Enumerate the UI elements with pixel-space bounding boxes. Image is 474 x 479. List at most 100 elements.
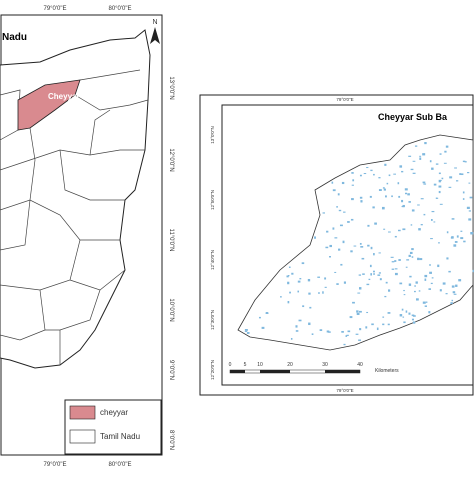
water-body: [402, 228, 406, 231]
water-body: [297, 280, 301, 283]
left-label: 12°50'0"N: [210, 190, 215, 210]
water-body: [351, 172, 354, 174]
water-body: [402, 204, 405, 208]
water-body: [463, 240, 466, 243]
water-body: [387, 312, 391, 314]
water-body: [411, 256, 414, 258]
water-body: [346, 334, 349, 336]
water-body: [423, 183, 427, 185]
water-body: [455, 284, 458, 287]
water-body: [387, 323, 390, 326]
water-body: [437, 264, 440, 268]
water-body: [408, 312, 411, 315]
water-body: [371, 323, 374, 326]
water-body: [399, 282, 403, 285]
region-label: Cheyyar: [48, 92, 80, 101]
water-body: [453, 293, 457, 295]
water-body: [319, 329, 323, 332]
water-body: [343, 211, 346, 213]
water-body: [412, 321, 416, 324]
water-body: [360, 200, 363, 203]
water-body: [412, 315, 416, 317]
water-body: [386, 182, 389, 185]
water-body: [422, 153, 426, 156]
water-body: [347, 330, 351, 333]
water-body: [363, 173, 367, 175]
water-body: [379, 278, 382, 281]
water-body: [420, 198, 424, 200]
water-body: [287, 274, 290, 277]
water-body: [408, 283, 412, 286]
water-body: [414, 145, 418, 147]
water-body: [336, 283, 339, 285]
water-body: [451, 299, 454, 302]
water-body: [439, 203, 443, 205]
scale-label: 20: [287, 362, 293, 368]
scale-label: 40: [357, 362, 363, 368]
water-body: [382, 323, 385, 326]
water-body: [378, 189, 382, 192]
scale-label: 10: [257, 362, 263, 368]
water-body: [446, 231, 449, 234]
water-body: [338, 209, 342, 212]
water-body: [341, 330, 344, 333]
water-body: [394, 272, 398, 276]
water-body: [429, 264, 431, 266]
water-body: [469, 196, 473, 199]
water-body: [419, 157, 422, 160]
water-body: [372, 206, 375, 209]
water-body: [326, 230, 329, 233]
water-body: [360, 246, 364, 248]
water-body: [381, 206, 385, 210]
water-body: [431, 210, 435, 213]
water-body: [317, 276, 321, 278]
left-label: 12°40'0"N: [210, 250, 215, 270]
water-body: [394, 235, 397, 238]
water-body: [460, 173, 464, 176]
water-body: [430, 219, 433, 221]
left-title: Nadu: [2, 32, 27, 43]
water-body: [325, 246, 329, 249]
water-body: [467, 172, 470, 174]
water-body: [431, 277, 434, 279]
right-label: 8°0'0"N: [168, 430, 174, 450]
water-body: [417, 204, 420, 206]
water-body: [365, 326, 368, 329]
water-body: [459, 173, 462, 175]
scale-unit: Kilometers: [375, 368, 399, 374]
water-body: [410, 168, 414, 171]
water-body: [341, 181, 345, 185]
water-body: [423, 213, 426, 216]
water-body: [265, 312, 269, 314]
water-body: [374, 222, 377, 225]
bottom-label: 79°0'0"E: [43, 462, 66, 468]
water-body: [460, 230, 463, 232]
water-body: [388, 289, 391, 292]
water-body: [438, 242, 440, 244]
water-body: [377, 274, 381, 276]
right-label: 12°0'0"N: [168, 148, 174, 171]
water-body: [366, 167, 369, 169]
left-label: 12°20'0"N: [210, 360, 215, 380]
water-body: [290, 337, 293, 340]
water-body: [382, 316, 385, 318]
right-label: 10°0'0"N: [168, 298, 174, 321]
water-body: [415, 298, 419, 301]
water-body: [435, 197, 439, 199]
legend-label: cheyyar: [100, 408, 128, 417]
water-body: [412, 160, 416, 162]
water-body: [287, 281, 290, 285]
water-body: [411, 209, 415, 212]
water-body: [334, 237, 338, 239]
water-body: [388, 231, 391, 233]
water-body: [370, 246, 373, 250]
water-body: [438, 172, 441, 175]
top-label: 79°0'0"E: [336, 97, 353, 102]
top-label: 79°0'0"E: [43, 6, 66, 12]
water-body: [370, 169, 373, 172]
water-body: [415, 281, 418, 284]
water-body: [446, 257, 449, 260]
water-body: [462, 198, 465, 200]
water-body: [373, 270, 375, 273]
water-body: [451, 218, 455, 220]
